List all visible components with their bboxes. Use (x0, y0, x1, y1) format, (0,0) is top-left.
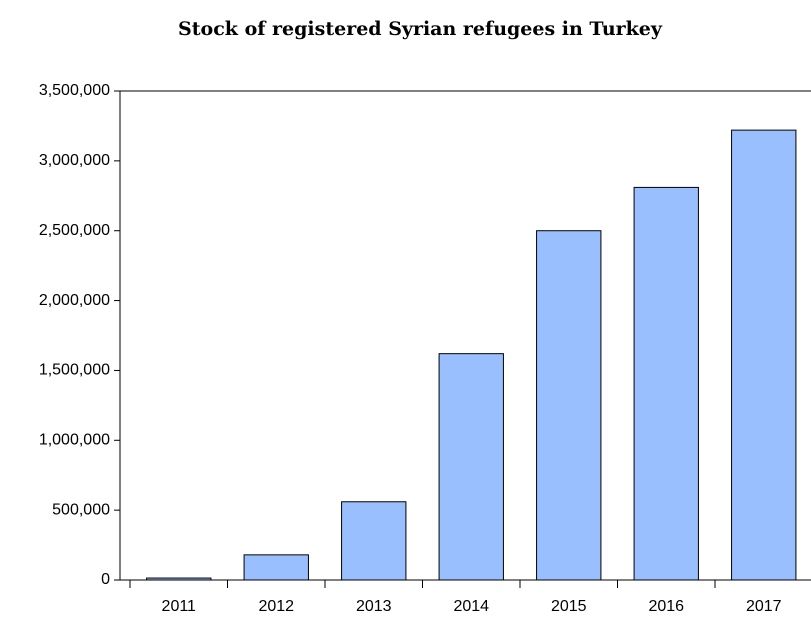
bar (633, 186, 699, 581)
bar (341, 501, 407, 581)
x-tick-label: 2013 (356, 598, 392, 615)
y-tick-label: 3,500,000 (39, 82, 110, 99)
y-tick-label: 1,000,000 (39, 432, 110, 449)
bar (243, 554, 309, 581)
y-tick-label: 2,500,000 (39, 222, 110, 239)
bar (438, 353, 504, 581)
y-tick-label: 500,000 (52, 501, 110, 518)
y-tick-label: 0 (101, 571, 110, 588)
x-tick-label: 2012 (258, 598, 294, 615)
bar (146, 577, 212, 581)
bar (731, 129, 797, 581)
x-tick-label: 2014 (453, 598, 489, 615)
x-tick-label: 2015 (551, 598, 587, 615)
chart-title: Stock of registered Syrian refugees in T… (178, 18, 663, 40)
y-tick-label: 1,500,000 (39, 362, 110, 379)
x-tick-label: 2017 (746, 598, 782, 615)
y-tick-label: 2,000,000 (39, 292, 110, 309)
bar (536, 230, 602, 581)
y-tick-label: 3,000,000 (39, 152, 110, 169)
x-tick-label: 2011 (162, 598, 197, 615)
x-tick-label: 2016 (648, 598, 684, 615)
